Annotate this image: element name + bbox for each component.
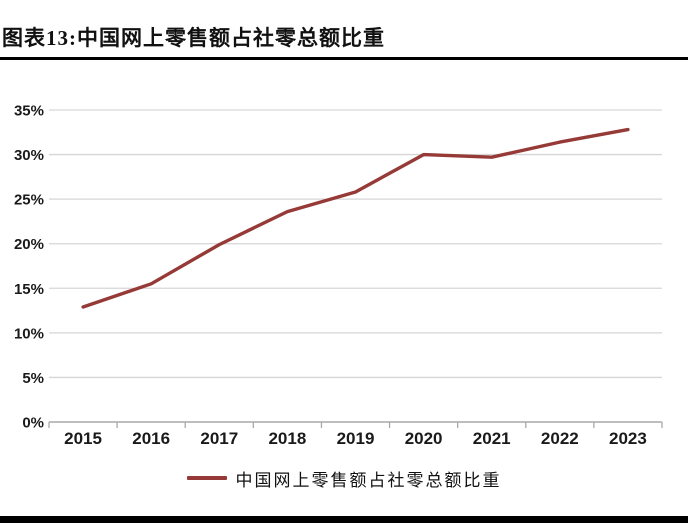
x-tick-label: 2018	[268, 429, 306, 448]
y-tick-label: 10%	[14, 325, 44, 342]
y-tick-label: 30%	[14, 147, 44, 164]
y-tick-label: 15%	[14, 281, 44, 298]
legend-label: 中国网上零售额占社零总额比重	[235, 470, 502, 490]
x-tick-label: 2022	[541, 429, 579, 448]
series-line	[81, 127, 630, 309]
y-tick-label: 20%	[14, 236, 44, 253]
x-tick-label: 2021	[473, 429, 511, 448]
x-tick-label: 2017	[200, 429, 238, 448]
x-tick-label: 2023	[609, 429, 647, 448]
title-rule	[0, 57, 688, 60]
bottom-rule	[0, 516, 688, 523]
x-tick-label: 2016	[132, 429, 170, 448]
figure-title: 图表13:中国网上零售额占社零总额比重	[2, 26, 385, 50]
legend-line-swatch	[186, 476, 227, 480]
x-tick-label: 2019	[337, 429, 375, 448]
y-tick-label: 25%	[14, 192, 44, 209]
x-tick-label: 2020	[405, 429, 443, 448]
y-tick-label: 0%	[22, 415, 44, 432]
chart-legend: 中国网上零售额占社零总额比重	[0, 466, 688, 490]
x-tick-label: 2015	[64, 429, 102, 448]
y-tick-label: 35%	[14, 103, 44, 120]
y-tick-label: 5%	[22, 370, 44, 387]
